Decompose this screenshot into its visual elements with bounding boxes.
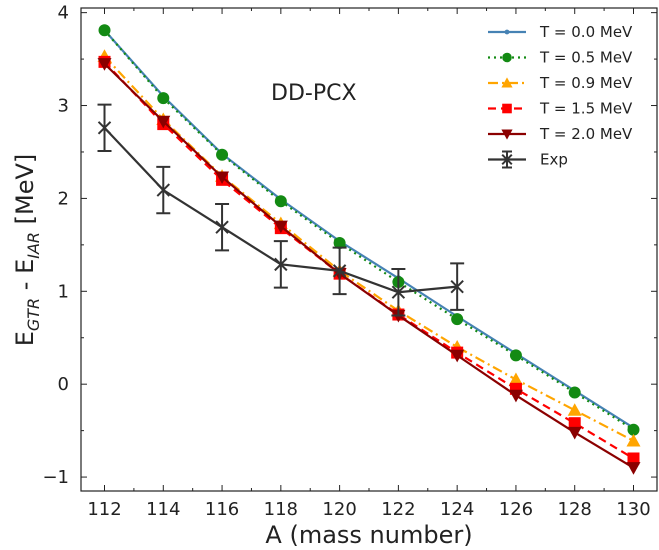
data-point	[568, 417, 581, 430]
legend-item: T = 1.5 MeV	[488, 100, 633, 118]
data-point	[215, 220, 229, 234]
legend-label: T = 2.0 MeV	[539, 125, 633, 143]
x-tick-label: 112	[87, 499, 121, 520]
data-point	[502, 103, 512, 114]
data-point	[332, 264, 347, 278]
legend-item: T = 2.0 MeV	[488, 125, 633, 143]
data-point	[626, 462, 641, 475]
data-point	[567, 426, 582, 440]
series	[97, 103, 465, 317]
data-point	[627, 423, 640, 436]
x-tick-label: 130	[616, 499, 650, 520]
x-tick-label: 126	[499, 499, 533, 520]
data-point	[156, 115, 171, 129]
series-line	[103, 62, 635, 469]
y-label-sub2: IAR	[24, 232, 43, 259]
data-point	[273, 220, 288, 234]
legend-label: T = 0.5 MeV	[539, 49, 633, 67]
y-tick-label: −1	[42, 467, 69, 488]
data-point	[157, 92, 170, 105]
x-tick-label: 122	[381, 499, 415, 520]
data-point	[98, 24, 111, 37]
data-point	[626, 433, 641, 447]
data-point	[568, 386, 581, 399]
legend-item: T = 0.9 MeV	[488, 74, 633, 92]
data-point	[502, 52, 512, 63]
data-point	[450, 279, 464, 294]
data-point	[391, 285, 406, 299]
data-point	[451, 313, 464, 326]
data-point	[508, 372, 523, 386]
x-tick-label: 116	[205, 499, 239, 520]
x-tick-label: 128	[558, 499, 592, 520]
data-point	[215, 171, 230, 185]
series-line	[103, 29, 635, 429]
x-tick-label: 124	[440, 499, 474, 520]
data-point	[501, 129, 513, 140]
data-point	[216, 148, 229, 161]
data-point	[567, 403, 582, 416]
y-tick-label: 4	[58, 3, 69, 24]
data-point	[509, 349, 522, 362]
data-point	[501, 153, 513, 166]
legend-item: Exp	[488, 150, 568, 169]
legend-label: Exp	[540, 151, 568, 169]
legend: T = 0.0 MeV T = 0.5 MeV T = 0.9 MeV T = 1.5…	[488, 23, 633, 169]
data-point	[627, 452, 640, 465]
y-label-main: E	[11, 331, 39, 346]
legend-label: T = 1.5 MeV	[539, 100, 633, 118]
data-point	[97, 58, 112, 71]
x-tick-label: 118	[264, 499, 298, 520]
data-point	[508, 389, 523, 403]
x-tick-label: 114	[146, 499, 180, 520]
y-label-mid: - E	[11, 259, 39, 298]
legend-item: T = 0.0 MeV	[488, 23, 633, 41]
y-tick-label: 0	[58, 374, 69, 395]
data-point	[501, 77, 513, 88]
legend-label: T = 0.0 MeV	[539, 23, 633, 41]
data-point	[504, 29, 510, 35]
plot-area	[80, 7, 658, 492]
data-point	[274, 195, 287, 208]
y-label-unit: [MeV]	[11, 154, 39, 232]
data-point	[274, 257, 288, 272]
data-point	[156, 183, 170, 197]
legend-label: T = 0.9 MeV	[539, 74, 633, 92]
y-tick-label: 2	[58, 188, 69, 209]
series-layer	[97, 24, 641, 475]
y-axis-label: EGTR - EIAR [MeV]	[11, 154, 43, 347]
data-point	[97, 121, 112, 135]
x-tick-label: 120	[322, 499, 356, 520]
series	[98, 24, 640, 436]
x-axis-label: A (mass number)	[265, 521, 472, 549]
chart-annotation: DD-PCX	[271, 81, 357, 106]
y-label-sub1: GTR	[24, 298, 43, 331]
y-tick-label: 1	[58, 281, 69, 302]
y-tick-label: 3	[58, 96, 69, 117]
data-point	[450, 349, 465, 363]
legend-item: T = 0.5 MeV	[488, 49, 633, 67]
data-point	[333, 236, 346, 249]
axis-ticks: 112 114 116 118 120 122 124 126 128 130 −1 0 1 2 3 4	[42, 3, 657, 520]
